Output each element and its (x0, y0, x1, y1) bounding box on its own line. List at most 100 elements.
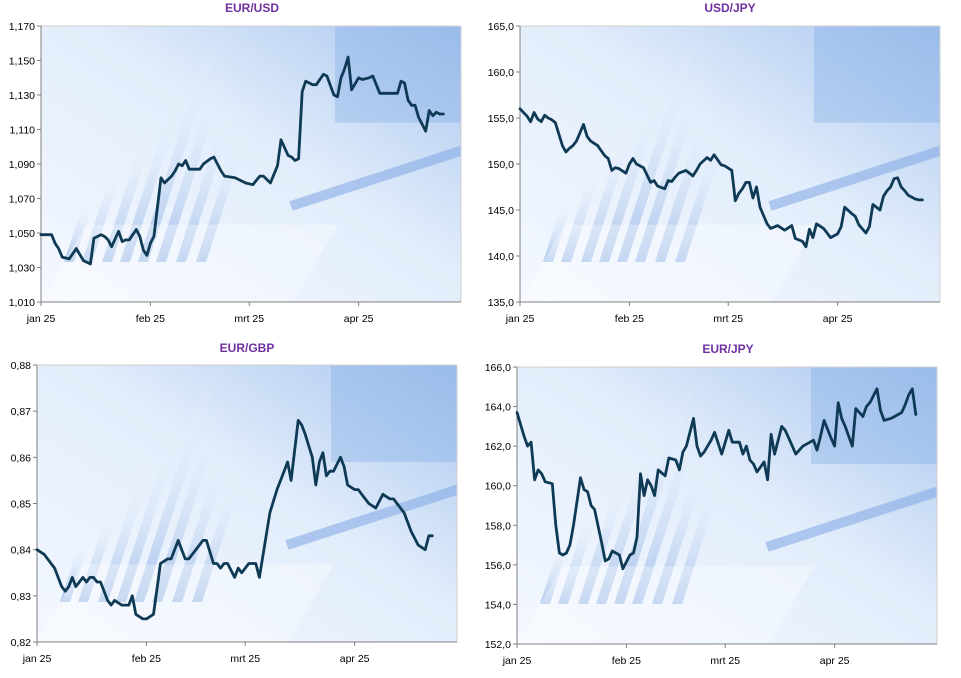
decor-bar (101, 118, 159, 263)
decor-glare (335, 26, 461, 123)
x-tick-label: apr 25 (344, 313, 374, 325)
decor-glow (285, 484, 457, 550)
chart-title: USD/JPY (704, 1, 756, 15)
y-tick-label: 0,88 (11, 360, 32, 372)
decor-bar (191, 463, 247, 602)
decor-bar (671, 465, 727, 604)
y-tick-label: 0,82 (11, 637, 32, 649)
decor-glow (768, 145, 940, 211)
decor-paper (37, 564, 334, 642)
y-tick-label: 162,0 (485, 441, 511, 453)
y-tick-label: 166,0 (485, 362, 511, 374)
y-tick-label: 152,0 (485, 639, 511, 651)
plot-background (520, 26, 940, 302)
y-tick-label: 155,0 (488, 113, 514, 125)
decor-bar (595, 426, 664, 604)
x-tick-label: apr 25 (823, 313, 853, 325)
x-tick-label: feb 25 (132, 653, 161, 665)
decor-bar (577, 459, 635, 604)
decor-bar (97, 457, 155, 602)
chart-title: EUR/GBP (219, 341, 275, 355)
decor-bar (631, 399, 709, 604)
x-tick-label: jan 25 (502, 655, 532, 667)
decor-bar (651, 437, 716, 604)
decor-paper (41, 224, 338, 302)
y-tick-label: 1,130 (9, 90, 35, 102)
x-tick-label: feb 25 (612, 655, 641, 667)
series-line (35, 419, 434, 621)
series-line (39, 55, 445, 266)
y-tick-label: 0,84 (11, 545, 32, 557)
y-tick-label: 156,0 (485, 560, 511, 572)
decor-glare (814, 26, 940, 123)
y-tick-label: 1,110 (10, 125, 36, 137)
y-tick-label: 164,0 (485, 402, 511, 414)
decor-bar (195, 124, 251, 262)
decor-glow (289, 145, 461, 211)
line-chart-usdjpy: 135,0 140,0 145,0 150,0 155,0 160,0 165,0 jan 2… (488, 21, 941, 325)
x-tick-label: feb 25 (615, 313, 644, 325)
decor-bar (560, 157, 606, 262)
decor-bar (81, 157, 127, 262)
chart-title: EUR/USD (224, 1, 279, 15)
y-tick-label: 145,0 (488, 205, 514, 217)
decor-paper (517, 566, 814, 644)
plot-background (517, 367, 937, 644)
y-tick-label: 1,150 (9, 56, 35, 68)
decor-bar (616, 35, 701, 263)
line-chart-eurgbp: 0,82 0,83 0,84 0,85 0,86 0,87 0,88 jan 25 feb 25… (11, 360, 458, 665)
decor-bar (155, 57, 233, 263)
decor-bar (115, 424, 184, 602)
decor-bar (63, 193, 97, 262)
y-tick-label: 1,010 (9, 297, 35, 309)
decor-glare (811, 367, 937, 464)
y-tick-label: 160,0 (485, 481, 511, 493)
chart-title: EUR/JPY (702, 342, 754, 356)
x-tick-label: apr 25 (820, 655, 850, 667)
y-tick-label: 0,86 (11, 452, 32, 464)
plot-background (41, 26, 461, 302)
y-tick-label: 1,050 (9, 228, 35, 240)
decor-bar (77, 496, 123, 603)
decor-bar (634, 57, 712, 263)
chart-panel-eurjpy: EUR/JPY 152,0 154,0 156,0 158,0 160,0 162,0 16… (480, 340, 961, 678)
x-tick-label: mrt 25 (234, 313, 264, 325)
line-chart-eurusd: 1,010 1,030 1,050 1,070 1,090 1,110 1,130 1,150… (9, 21, 462, 325)
decor-bar (151, 397, 229, 602)
decor-glare (331, 365, 457, 462)
line-chart-eurjpy: 152,0 154,0 156,0 158,0 160,0 162,0 164,0 166,0… (485, 362, 938, 667)
x-tick-label: apr 25 (340, 653, 370, 665)
x-tick-label: feb 25 (136, 313, 165, 325)
y-tick-label: 140,0 (488, 251, 514, 263)
x-tick-label: jan 25 (22, 653, 52, 665)
y-tick-label: 1,170 (9, 21, 35, 33)
decor-bar (654, 96, 719, 263)
decor-bar (133, 374, 218, 602)
y-tick-label: 0,83 (11, 591, 32, 603)
x-tick-label: jan 25 (26, 313, 56, 325)
y-tick-label: 0,87 (11, 406, 32, 418)
y-tick-label: 154,0 (485, 599, 511, 611)
y-tick-label: 158,0 (485, 520, 511, 532)
decor-bar (542, 193, 576, 262)
decor-bar (171, 435, 236, 602)
chart-panel-eurusd: EUR/USD 1,010 1,030 1,050 1,070 1,090 1,110 1,… (0, 0, 480, 336)
decor-paper (520, 224, 817, 302)
x-tick-label: mrt 25 (710, 655, 740, 667)
x-tick-label: mrt 25 (230, 653, 260, 665)
y-tick-label: 0,85 (11, 499, 32, 511)
y-tick-label: 1,090 (9, 159, 35, 171)
series-line (515, 387, 918, 571)
decor-bar (598, 85, 667, 262)
decor-glow (765, 486, 937, 552)
y-tick-label: 150,0 (488, 159, 514, 171)
x-tick-label: jan 25 (505, 313, 535, 325)
y-tick-label: 1,070 (9, 194, 35, 206)
y-tick-label: 165,0 (488, 21, 514, 33)
decor-bar (119, 85, 188, 262)
chart-panel-eurgbp: EUR/GBP 0,82 0,83 0,84 0,85 0,86 0,87 0,88 jan … (0, 340, 480, 678)
decor-bar (557, 498, 603, 605)
decor-bar (175, 96, 240, 263)
x-tick-label: mrt 25 (713, 313, 743, 325)
series-line (518, 107, 924, 249)
